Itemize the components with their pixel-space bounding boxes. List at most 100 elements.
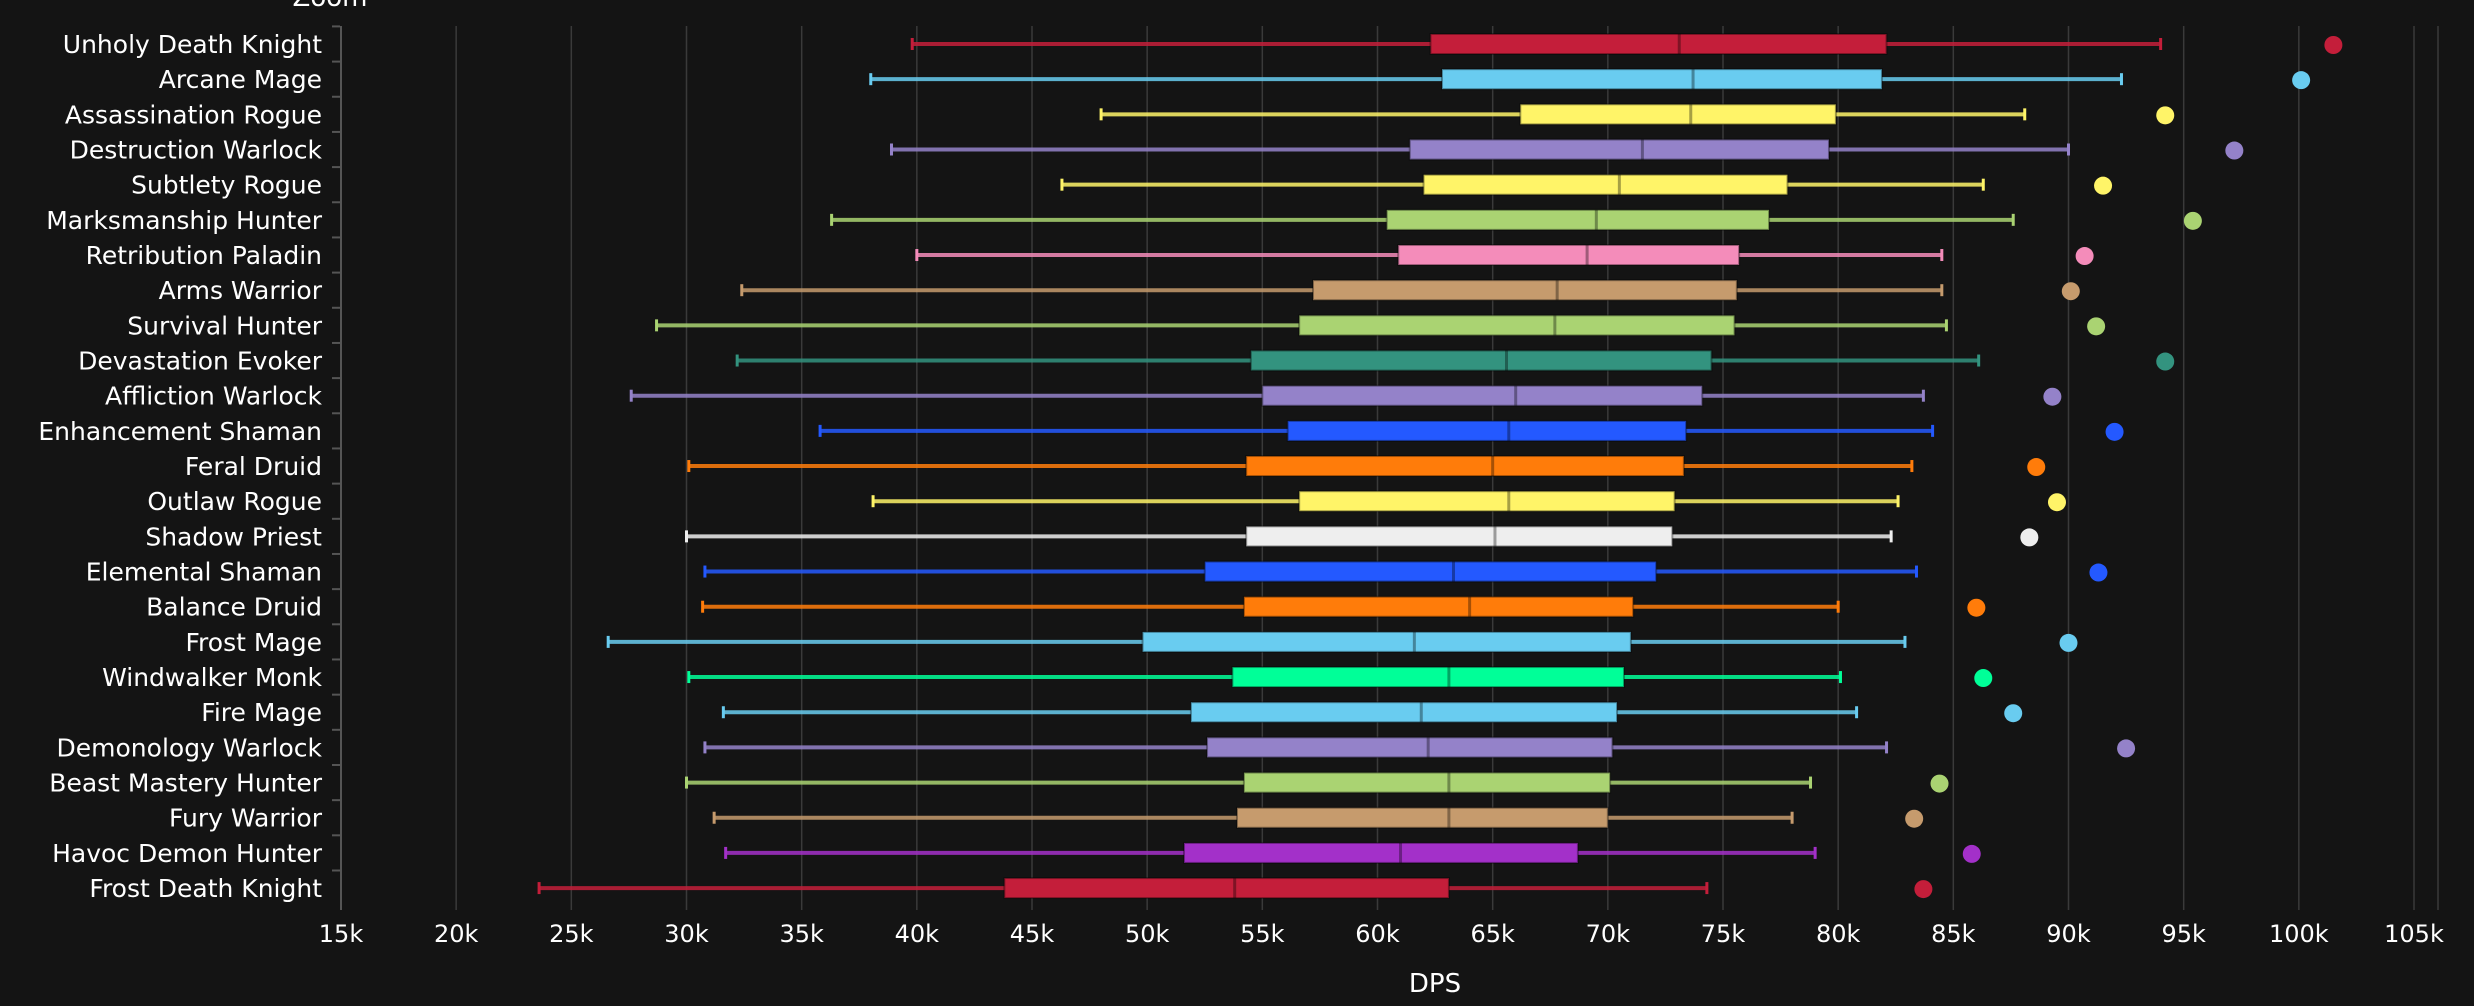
box-row: Devastation Evoker [78,341,2175,376]
outlier-point [2292,71,2311,90]
outlier-point [1962,844,1981,863]
box [1261,384,1704,407]
x-tick-label: 90k [2046,920,2091,948]
box [1286,419,1688,442]
outlier-point [1930,774,1949,793]
box [1242,771,1612,794]
x-tick-label: 15k [319,920,364,948]
outlier-point [2075,247,2094,266]
category-label: Destruction Warlock [70,136,323,165]
x-tick-label: 20k [434,920,479,948]
box [1519,103,1837,126]
category-label: Arcane Mage [159,65,322,94]
box [1397,244,1741,267]
box-row: Frost Mage [186,623,2078,657]
category-label: Balance Druid [146,593,322,622]
x-tick-label: 45k [1010,920,1055,948]
outlier-point [2094,176,2113,195]
x-tick-label: 25k [549,920,594,948]
box-row: Survival Hunter [127,306,2106,340]
box-row: Havoc Demon Hunter [52,834,1981,868]
box-row: Frost Death Knight [89,869,1933,903]
box-row: Marksmanship Hunter [46,201,2202,235]
x-tick-label: 105k [2384,920,2444,948]
category-label: Havoc Demon Hunter [52,839,323,868]
x-axis-label: DPS [1409,969,1461,999]
box-row: Enhancement Shaman [38,412,2124,446]
x-tick-label: 80k [1816,920,1861,948]
category-label: Subtlety Rogue [131,171,322,200]
box-row: Fire Mage [201,693,2023,727]
x-tick-label: 35k [779,920,824,948]
box-row: Balance Druid [146,588,1986,622]
category-label: Unholy Death Knight [63,30,322,59]
outlier-point [2061,282,2080,301]
series-rows: Unholy Death Knight Arcane Mage Assassinat… [38,25,2343,903]
category-label: Fury Warrior [169,804,323,833]
category-label: Fire Mage [201,698,322,727]
x-tick-label: 50k [1125,920,1170,948]
box-row: Retribution Paladin [86,236,2094,270]
outlier-point [2156,352,2175,371]
x-tick-label: 55k [1240,920,1285,948]
outlier-point [2047,493,2066,512]
category-label: Frost Death Knight [89,874,322,903]
category-label: Assassination Rogue [65,100,322,129]
x-tick-label: 100k [2269,920,2329,948]
outlier-point [2183,211,2202,230]
box [1385,208,1771,231]
outlier-point [2089,563,2108,582]
box [1206,736,1614,759]
outlier-point [1974,669,1993,688]
box-row: Assassination Rogue [65,95,2175,129]
category-label: Marksmanship Hunter [46,206,322,235]
box-row: Arms Warrior [159,271,2080,305]
box [1189,701,1619,724]
box-row: Affliction Warlock [105,377,2062,411]
chart-title: Zoom [293,0,368,13]
x-tick-label: 70k [1586,920,1631,948]
box-row: Windwalker Monk [102,658,1993,692]
category-label: Enhancement Shaman [38,417,322,446]
x-tick-label: 30k [664,920,709,948]
box [1298,314,1736,337]
box-row: Destruction Warlock [70,130,2244,165]
outlier-point [2324,36,2343,54]
box [1235,806,1609,829]
x-tick-label: 75k [1701,920,1746,948]
x-tick-label: 95k [2161,920,2206,948]
box [1429,33,1888,55]
box [1203,560,1658,583]
x-tick-label: 85k [1931,920,1976,948]
box-row: Fury Warrior [169,799,1924,833]
category-label: Outlaw Rogue [147,487,322,516]
box-row: Outlaw Rogue [147,482,2066,516]
outlier-point [2059,633,2078,652]
box [1408,138,1830,161]
outlier-point [2117,739,2136,758]
box-row: Shadow Priest [145,517,2039,551]
outlier-point [2004,704,2023,723]
box [1440,68,1883,91]
outlier-point [1905,809,1924,828]
box [1312,279,1738,302]
x-tick-label: 40k [895,920,940,948]
outlier-point [1914,880,1933,899]
outlier-point [2105,422,2124,441]
outlier-point [2087,317,2106,336]
outlier-point [2156,106,2175,125]
box [1422,173,1789,196]
category-label: Survival Hunter [127,311,322,340]
box-row: Feral Druid [185,447,2046,481]
box [1245,525,1674,548]
category-label: Retribution Paladin [86,241,322,270]
box [1183,841,1579,864]
category-label: Windwalker Monk [102,663,322,692]
category-label: Arms Warrior [159,276,323,305]
category-label: Affliction Warlock [105,382,323,411]
box-row: Demonology Warlock [57,728,2136,762]
x-tick-label: 60k [1355,920,1400,948]
category-label: Beast Mastery Hunter [49,769,322,798]
category-label: Shadow Priest [145,522,322,551]
